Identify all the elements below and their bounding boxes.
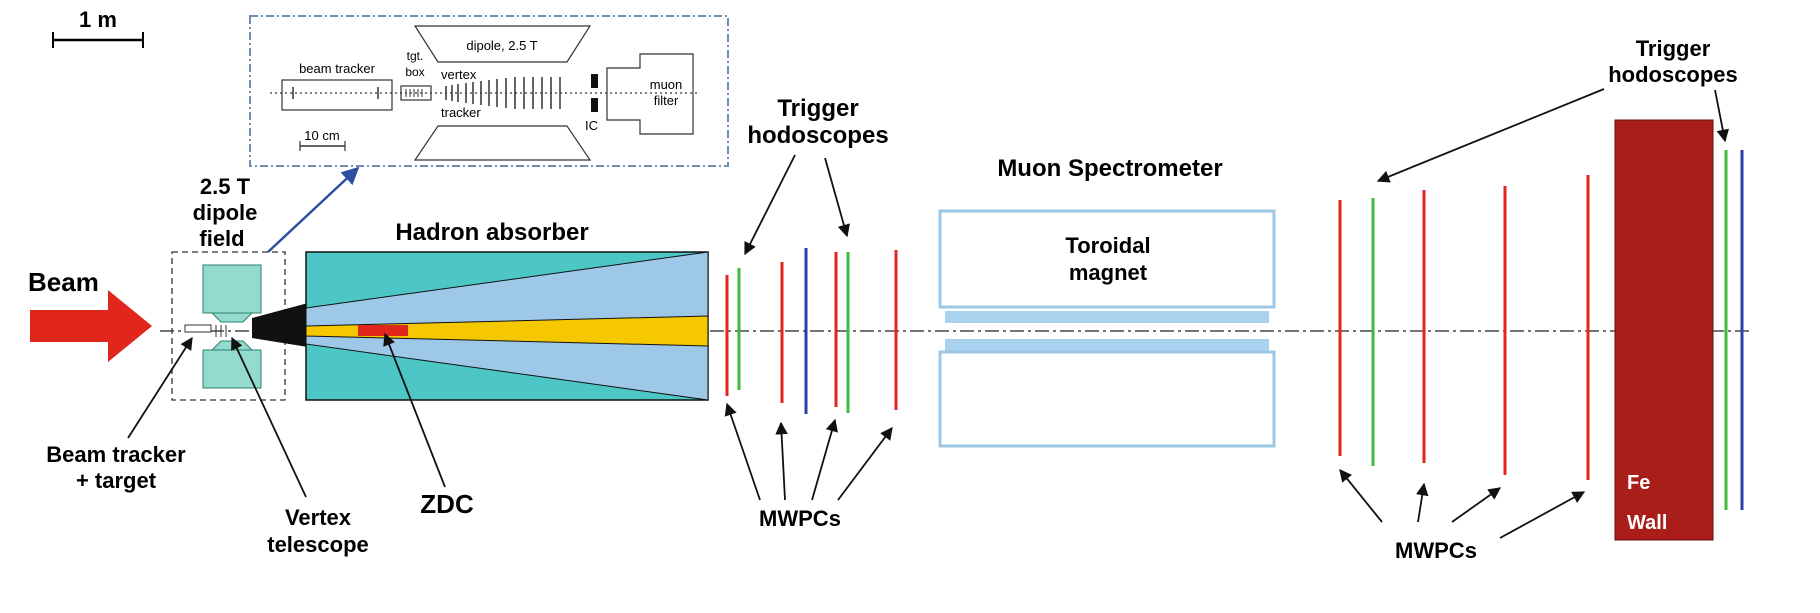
inset-panel: beam tracker tgt. box dipole, 2.5 T [249,15,729,167]
fe-wall-label-2: Wall [1627,512,1667,534]
inset-callout-arrow [267,166,360,253]
mwpcs-2-label: MWPCs [1395,538,1477,563]
inset-target-label-1: tgt. [407,49,424,63]
inset-dipole-top [413,25,592,63]
toroidal-magnet [938,209,1276,448]
fe-wall [1614,119,1714,541]
dipole-pole-top [210,312,254,323]
inset-target-box [400,85,432,101]
zdc-block [358,325,408,336]
dipole-field-label-2: dipole [193,200,258,225]
beam-label: Beam [28,267,99,297]
first-station-planes [725,248,898,414]
zdc-label: ZDC [420,489,474,519]
inset-muon-filter-label-1: muon [650,77,683,92]
toroidal-magnet-label-2: magnet [1069,260,1148,285]
inset-beam-tracker-box [281,79,393,111]
trigger-hodoscopes-2-label-1: Trigger [1636,36,1711,61]
vertex-telescope-label-2: telescope [267,532,369,557]
beam-tracker-target-label-1: Beam tracker [46,442,186,467]
trigger-hodoscopes-1-label-2: hodoscopes [747,122,888,149]
second-station-planes [1338,175,1590,480]
mwpcs-1-label: MWPCs [759,506,841,531]
dipole-magnet-top [202,264,262,314]
inset-vertex-tracker-planes [445,77,561,109]
hadron-absorber-label: Hadron absorber [395,219,588,246]
inset-muon-filter-label-2: filter [654,93,679,108]
front-absorber-cone [252,303,308,347]
vertex-telescope-label-1: Vertex [285,505,352,530]
inset-beam-tracker-label: beam tracker [299,61,376,76]
inset-target-label-2: box [405,65,424,79]
trigger-hodoscopes-1-label-1: Trigger [777,95,858,122]
inset-scale-label: 10 cm [304,128,339,143]
fe-wall-label-1: Fe [1627,472,1650,494]
inset-vertex-label-2: tracker [441,105,481,120]
inset-ic-block-1 [591,74,598,88]
inset-ic-label: IC [585,118,598,133]
toroidal-magnet-label-1: Toroidal [1065,233,1150,258]
target-box [184,324,212,333]
beam-tracker-target-label-2: + target [76,468,157,493]
inset-dipole-bottom [413,125,592,161]
trigger-hodoscopes-2-label-2: hodoscopes [1608,62,1738,87]
scale-bar-label: 1 m [79,7,117,32]
inset-dipole-label: dipole, 2.5 T [466,38,537,53]
beam-arrow [30,290,152,362]
dipole-field-label-3: field [199,226,244,251]
inset-ic-block-2 [591,98,598,112]
muon-spectrometer-label: Muon Spectrometer [997,155,1222,182]
dipole-field-label-1: 2.5 T [200,174,251,199]
hadron-absorber [305,251,709,401]
inset-muon-filter [606,53,694,135]
inset-vertex-label-1: vertex [441,67,477,82]
scale-bar: 1 m [52,7,144,48]
dipole-pole-bottom [210,340,254,351]
